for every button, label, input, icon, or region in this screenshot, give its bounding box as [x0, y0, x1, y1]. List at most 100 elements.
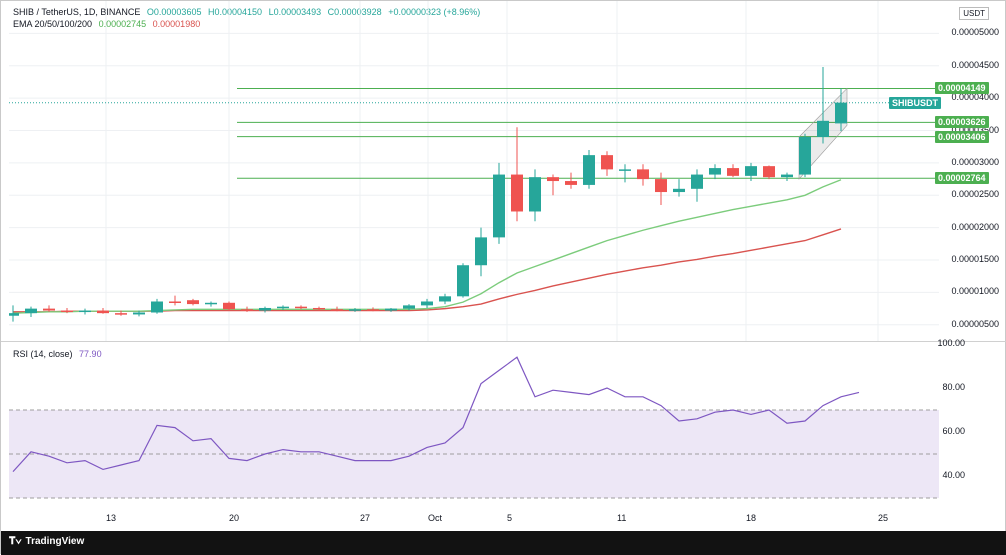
candle-body [205, 302, 217, 305]
candle-body [475, 237, 487, 266]
price-axis-label: 0.00001500 [951, 254, 999, 265]
candle-body [655, 179, 667, 193]
candle-body [619, 169, 631, 171]
low-value: L0.00003493 [268, 7, 322, 17]
price-axis-label: 0.00005000 [951, 27, 999, 38]
candle-body [673, 188, 685, 193]
ema-slow-value: 0.00001980 [152, 19, 201, 29]
candle-body [403, 305, 415, 309]
candle-body [493, 174, 505, 238]
candle-body [151, 301, 163, 313]
symbol-label[interactable]: SHIB / TetherUS, 1D, BINANCE [13, 7, 141, 17]
candle-body [277, 306, 289, 309]
price-chart[interactable] [9, 1, 939, 341]
rsi-axis-label: 40.00 [942, 470, 965, 480]
candle-body [781, 174, 793, 178]
candle-body [709, 168, 721, 175]
candle-body [61, 310, 73, 313]
close-value: C0.00003928 [327, 7, 382, 17]
ema-legend: EMA 20/50/100/200 0.00002745 0.00001980 [13, 19, 204, 29]
candle-body [187, 300, 199, 305]
level-price-tag: 0.00004149 [935, 82, 989, 95]
time-axis-label: 11 [617, 513, 627, 523]
candle-body [313, 307, 325, 310]
candle-body [457, 265, 469, 297]
candle-body [601, 155, 613, 170]
footer-bar: 𝐓∨ TradingView [1, 531, 1006, 555]
candle-body [169, 301, 181, 303]
currency-badge[interactable]: USDT [959, 7, 989, 20]
candle-body [259, 307, 271, 311]
candle-body [97, 310, 109, 314]
level-price-tag: 0.00002764 [935, 172, 989, 185]
candle-body [511, 174, 523, 212]
price-axis-label: 0.00004000 [951, 92, 999, 103]
rsi-axis-label: 60.00 [942, 426, 965, 436]
level-price-tag: 0.00003626 [935, 116, 989, 129]
ema-label[interactable]: EMA 20/50/100/200 [13, 19, 93, 29]
candle-body [79, 310, 91, 313]
candle-body [817, 120, 829, 137]
candle-body [637, 169, 649, 180]
candle-body [799, 137, 811, 175]
high-value: H0.00004150 [207, 7, 263, 17]
rsi-chart[interactable] [9, 344, 939, 509]
candle-body [241, 309, 253, 311]
price-axis-label: 0.00004500 [951, 59, 999, 70]
tradingview-logo[interactable]: 𝐓∨ TradingView [9, 536, 84, 547]
open-value: O0.00003605 [146, 7, 202, 17]
ema-20-line [12, 179, 842, 314]
rsi-line [12, 356, 860, 473]
time-axis-label: Oct [428, 513, 443, 523]
candle-body [763, 166, 775, 178]
price-axis-label: 0.00002500 [951, 189, 999, 200]
level-price-tag: 0.00003406 [935, 130, 989, 143]
price-axis-label: 0.00000500 [951, 318, 999, 329]
candle-body [385, 308, 397, 311]
symbol-price-tag: SHIBUSDT [889, 96, 942, 109]
candle-body [583, 155, 595, 185]
rsi-label[interactable]: RSI (14, close) [13, 349, 73, 359]
candle-body [529, 177, 541, 212]
change-value: +0.00000323 (+8.96%) [388, 7, 481, 17]
tradingview-icon: 𝐓∨ [9, 536, 22, 547]
candle-body [295, 306, 307, 309]
rsi-axis-label: 80.00 [942, 382, 965, 392]
pane-divider[interactable] [1, 341, 1006, 342]
ema-fast-value: 0.00002745 [98, 19, 147, 29]
candle-body [421, 301, 433, 306]
candle-body [43, 308, 55, 311]
candle-body [9, 313, 19, 316]
candle-body [745, 166, 757, 176]
candle-body [331, 309, 343, 311]
candle-body [25, 308, 37, 314]
time-axis-label: 27 [360, 513, 371, 523]
price-axis-label: 0.00003000 [951, 156, 999, 167]
rsi-value: 77.90 [79, 349, 102, 359]
candle-body [367, 309, 379, 311]
candle-body [547, 177, 559, 182]
time-axis-label: 18 [746, 513, 757, 523]
price-axis-label: 0.00002000 [951, 221, 999, 232]
candle-body [223, 302, 235, 310]
candle-body [835, 102, 847, 124]
rsi-legend: RSI (14, close) 77.90 [13, 349, 106, 359]
candle-body [439, 296, 451, 302]
brand-label: TradingView [25, 536, 85, 547]
candle-body [727, 168, 739, 176]
candle-body [565, 181, 577, 185]
time-axis-label: 20 [229, 513, 240, 523]
candle-body [133, 312, 145, 315]
candle-body [691, 174, 703, 189]
candle-body [115, 313, 127, 315]
rsi-axis-label: 100.00 [937, 338, 965, 348]
time-axis[interactable]: 13 20 27 Oct 5 11 18 25 [1, 509, 1006, 529]
price-axis-label: 0.00003500 [951, 124, 999, 135]
ohlc-legend: SHIB / TetherUS, 1D, BINANCE O0.00003605… [13, 7, 484, 17]
time-axis-label: 5 [507, 513, 513, 523]
candle-body [349, 309, 361, 311]
time-axis-label: 13 [106, 513, 117, 523]
price-axis-label: 0.00001000 [951, 286, 999, 297]
time-axis-label: 25 [878, 513, 889, 523]
